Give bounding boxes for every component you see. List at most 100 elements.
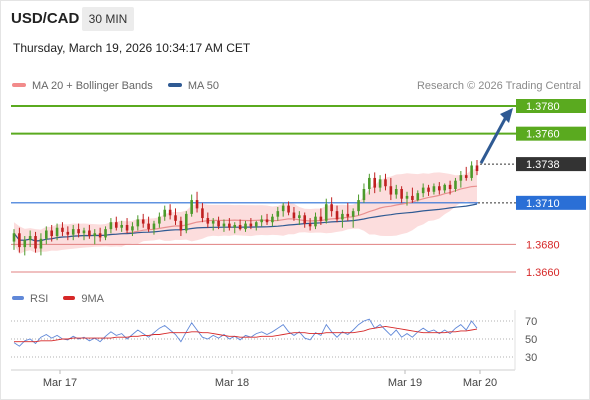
candle-body (470, 165, 473, 178)
candle-body (378, 179, 382, 188)
legend-label-9ma: 9MA (81, 293, 105, 305)
rsi-tick-label: 70 (525, 316, 537, 328)
candle-body (335, 211, 339, 220)
candle-body (373, 177, 377, 188)
candle-body (405, 195, 409, 199)
candle-body (18, 233, 21, 248)
candle-body (98, 233, 102, 238)
candle-body (330, 204, 333, 212)
legend-label-rsi: RSI (30, 293, 49, 305)
candle-body (222, 223, 226, 227)
level-label-1.3760: 1.3760 (526, 129, 560, 141)
candle-body (260, 219, 263, 223)
research-credit: Research © 2026 Trading Central (416, 80, 581, 92)
level-label-bg-1.3760 (516, 126, 586, 141)
candle-body (28, 236, 32, 241)
candle-body (314, 216, 317, 227)
symbol-title: USD/CAD (11, 10, 80, 27)
legend-swatch-rsi (12, 296, 24, 301)
bollinger-band (14, 168, 477, 254)
candle-body (163, 209, 167, 217)
legend-label-ma20: MA 20 + Bollinger Bands (32, 80, 153, 92)
target-arrow-shaft (479, 116, 508, 164)
legend-swatch-ma50 (167, 83, 182, 88)
candle-body (174, 215, 177, 221)
candle-body (120, 224, 123, 228)
chart-timestamp: Thursday, March 19, 2026 10:34:17 AM CET (13, 41, 251, 55)
timeframe-badge[interactable]: 30 MIN (82, 7, 134, 31)
candle-body (427, 187, 430, 192)
candle-body (206, 218, 210, 224)
candle-body (82, 230, 86, 234)
legend-item-rsi: RSI (12, 293, 48, 305)
candle-body (319, 216, 323, 221)
candle-body (303, 215, 307, 224)
candle-body (125, 224, 129, 231)
candle-body (389, 186, 393, 195)
candle-body (131, 226, 134, 231)
rsi-line (13, 318, 478, 347)
candle-body (416, 193, 420, 201)
x-tick-label: Mar 18 (215, 377, 249, 389)
level-label-1.3710: 1.3710 (526, 198, 560, 210)
level-label-1.3660: 1.3660 (526, 267, 560, 279)
candle-body (281, 205, 285, 212)
candle-body (351, 211, 355, 217)
candle-body (233, 224, 237, 228)
candle-body (109, 222, 113, 230)
legend-swatch-ma20 (12, 83, 26, 88)
target-arrow-head (500, 108, 513, 123)
candle-body (368, 177, 371, 189)
candle-body (238, 224, 242, 230)
candle-body (88, 230, 91, 237)
level-label-bg-1.3710 (516, 195, 586, 210)
candle-body (298, 215, 301, 219)
legend-item-ma50: MA 50 (167, 80, 220, 92)
candle-body (201, 208, 204, 219)
candle-body (77, 229, 80, 234)
rsi-tick-label: 50 (525, 334, 537, 346)
main-legend: MA 20 + Bollinger Bands MA 50 (12, 80, 231, 92)
candle-body (438, 186, 441, 191)
candle-body (55, 227, 59, 237)
candle-body (228, 223, 231, 228)
candle-body (71, 229, 75, 235)
candle-body (66, 231, 70, 235)
candle-body (475, 165, 479, 172)
candle-body (211, 220, 215, 224)
candle-body (179, 220, 183, 231)
candle-body (400, 189, 403, 199)
candle-body (50, 230, 53, 237)
level-label-bg-1.3780 (516, 99, 586, 113)
candle-body (271, 216, 274, 223)
legend-label-ma50: MA 50 (187, 80, 220, 92)
candle-body (61, 227, 64, 232)
candle-body (254, 222, 258, 227)
candle-body (357, 200, 360, 212)
level-label-1.3738: 1.3738 (526, 159, 560, 171)
candle-body (184, 213, 188, 231)
legend-swatch-9ma (63, 296, 76, 301)
candle-body (346, 213, 350, 217)
candle-body (292, 212, 296, 219)
rsi-9ma-line (14, 325, 478, 343)
level-label-1.3680: 1.3680 (526, 239, 560, 251)
legend-item-ma20: MA 20 + Bollinger Bands (12, 80, 153, 92)
x-tick-label: Mar 17 (43, 377, 77, 389)
candle-body (432, 186, 436, 192)
candle-body (421, 187, 425, 194)
candle-body (265, 219, 269, 223)
candle-body (217, 220, 220, 227)
candle-body (459, 175, 463, 181)
candle-body (34, 236, 37, 249)
candle-body (114, 222, 118, 228)
level-label-1.3780: 1.3780 (526, 101, 560, 113)
candle-body (104, 229, 107, 238)
candle-body (308, 223, 312, 227)
candle-body (394, 189, 398, 195)
rsi-legend: RSI 9MA (12, 293, 116, 305)
candle-body (158, 216, 161, 224)
candle-body (384, 179, 387, 187)
candle-body (454, 180, 457, 189)
